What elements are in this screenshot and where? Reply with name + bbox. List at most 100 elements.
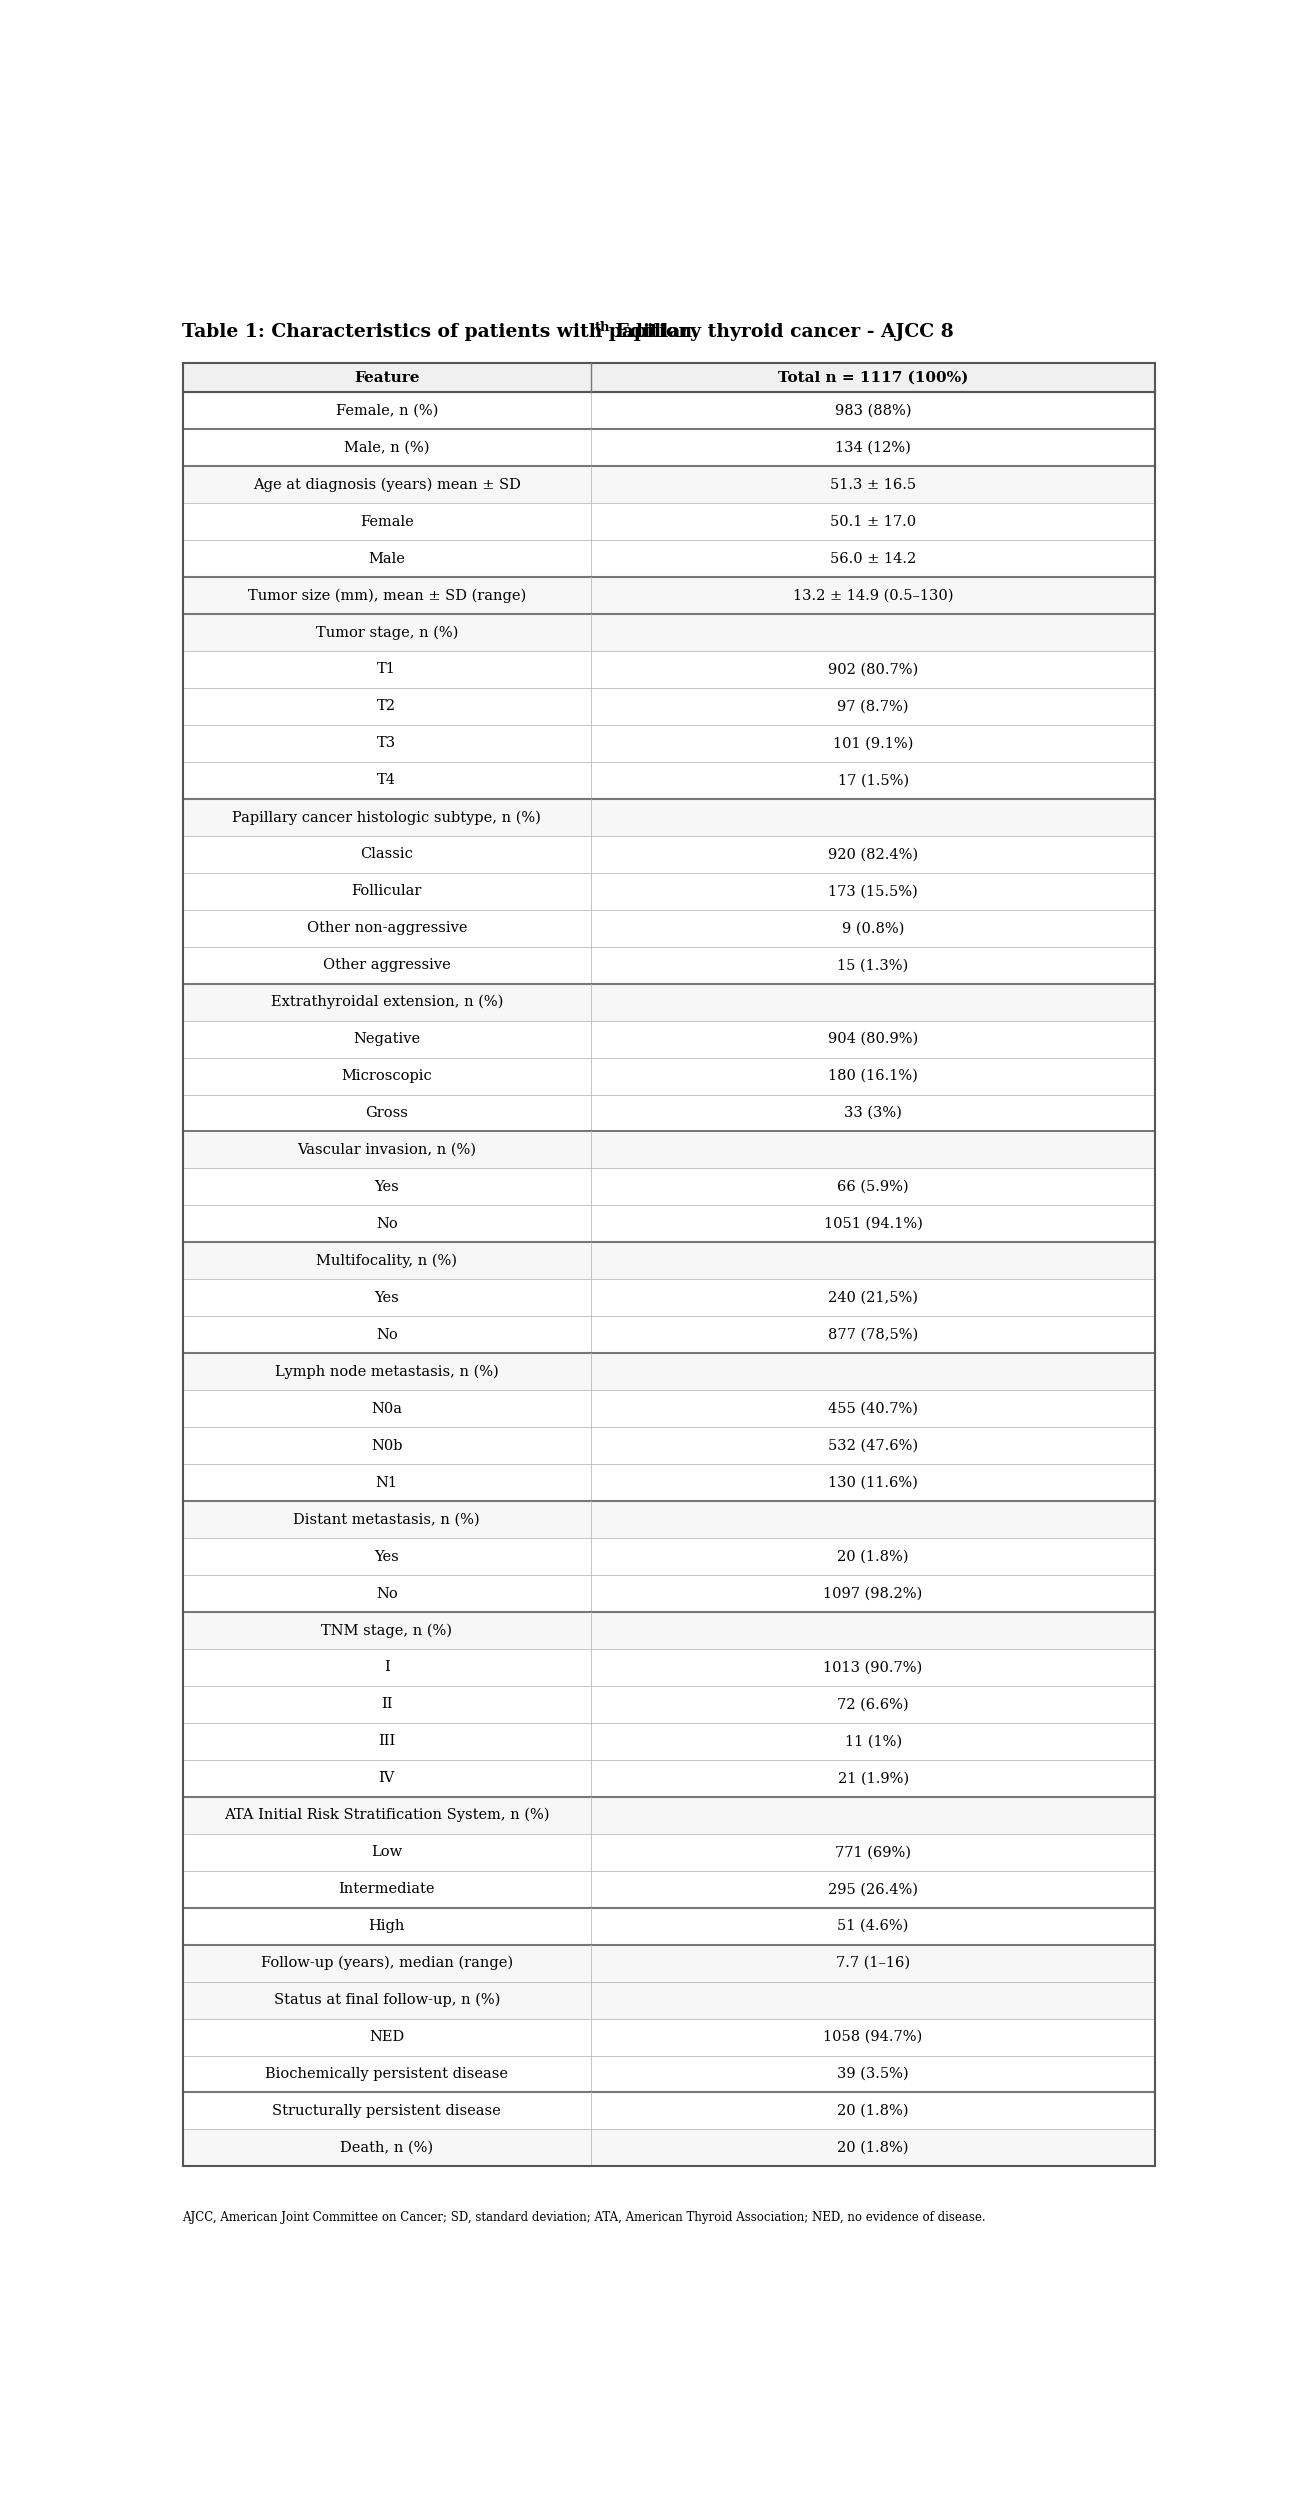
Bar [183, 1944, 1155, 1982]
Bar [183, 2130, 1155, 2165]
Text: 295 (26.4%): 295 (26.4%) [829, 1881, 917, 1897]
Text: 51 (4.6%): 51 (4.6%) [838, 1919, 908, 1934]
Text: Low: Low [371, 1846, 402, 1859]
Bar [183, 1796, 1155, 1834]
Bar [183, 1464, 1155, 1502]
Bar [183, 651, 1155, 688]
Text: Lymph node metastasis, n (%): Lymph node metastasis, n (%) [275, 1364, 499, 1379]
Bar [183, 392, 1155, 430]
Text: 771 (69%): 771 (69%) [835, 1846, 911, 1859]
Bar [183, 540, 1155, 578]
Text: 240 (21,5%): 240 (21,5%) [829, 1291, 917, 1304]
Text: Structurally persistent disease: Structurally persistent disease [273, 2105, 501, 2118]
Text: Intermediate: Intermediate [338, 1881, 435, 1897]
Text: Female, n (%): Female, n (%) [335, 404, 438, 417]
Text: 72 (6.6%): 72 (6.6%) [838, 1698, 908, 1711]
Text: 20 (1.8%): 20 (1.8%) [838, 2105, 908, 2118]
Bar [183, 1020, 1155, 1058]
Text: No: No [376, 1216, 398, 1231]
Text: AJCC, American Joint Committee on Cancer; SD, standard deviation; ATA, American : AJCC, American Joint Committee on Cancer… [183, 2211, 987, 2223]
Text: 455 (40.7%): 455 (40.7%) [829, 1402, 917, 1417]
Text: NED: NED [369, 2030, 405, 2045]
Text: ATA Initial Risk Stratification System, n (%): ATA Initial Risk Stratification System, … [224, 1809, 549, 1821]
Text: T4: T4 [377, 774, 397, 786]
Text: 1058 (94.7%): 1058 (94.7%) [823, 2030, 923, 2045]
Bar [183, 1575, 1155, 1613]
Bar [183, 688, 1155, 726]
Bar [183, 836, 1155, 872]
Text: 50.1 ± 17.0: 50.1 ± 17.0 [830, 515, 916, 528]
Text: Tumor size (mm), mean ± SD (range): Tumor size (mm), mean ± SD (range) [248, 588, 526, 603]
Bar [183, 578, 1155, 613]
Bar [183, 1206, 1155, 1243]
Text: Yes: Yes [375, 1181, 399, 1193]
Bar [183, 909, 1155, 947]
Bar [183, 1723, 1155, 1761]
Text: 21 (1.9%): 21 (1.9%) [838, 1771, 908, 1786]
Text: Yes: Yes [375, 1550, 399, 1562]
Text: Distant metastasis, n (%): Distant metastasis, n (%) [294, 1512, 480, 1527]
Text: Vascular invasion, n (%): Vascular invasion, n (%) [298, 1143, 476, 1158]
Text: Multifocality, n (%): Multifocality, n (%) [316, 1253, 457, 1269]
Text: Female: Female [360, 515, 414, 528]
Text: 20 (1.8%): 20 (1.8%) [838, 1550, 908, 1562]
Text: Table 1: Characteristics of patients with papillary thyroid cancer - AJCC 8: Table 1: Characteristics of patients wit… [183, 324, 954, 342]
Text: Other aggressive: Other aggressive [322, 957, 450, 972]
Text: Papillary cancer histologic subtype, n (%): Papillary cancer histologic subtype, n (… [232, 811, 542, 824]
Bar [183, 761, 1155, 799]
Text: High: High [368, 1919, 405, 1934]
Bar [183, 1761, 1155, 1796]
Text: Gross: Gross [365, 1105, 408, 1120]
Text: 13.2 ± 14.9 (0.5–130): 13.2 ± 14.9 (0.5–130) [793, 588, 954, 603]
Text: T3: T3 [377, 736, 397, 751]
Text: Yes: Yes [375, 1291, 399, 1304]
Text: N0a: N0a [371, 1402, 402, 1417]
Text: IV: IV [378, 1771, 395, 1786]
Text: Extrathyroidal extension, n (%): Extrathyroidal extension, n (%) [270, 995, 502, 1010]
Text: N0b: N0b [371, 1439, 402, 1452]
Text: Male: Male [368, 553, 405, 565]
Text: 983 (88%): 983 (88%) [835, 404, 911, 417]
Bar [183, 2020, 1155, 2055]
Text: 1013 (90.7%): 1013 (90.7%) [823, 1660, 923, 1676]
Bar [183, 872, 1155, 909]
Text: T2: T2 [377, 698, 397, 713]
Text: 877 (78,5%): 877 (78,5%) [827, 1329, 919, 1341]
Bar [183, 430, 1155, 467]
Text: Total n = 1117 (100%): Total n = 1117 (100%) [778, 372, 968, 384]
Bar [183, 1168, 1155, 1206]
Bar [183, 726, 1155, 761]
Bar [183, 1389, 1155, 1427]
Bar [183, 1613, 1155, 1648]
Bar [183, 1871, 1155, 1907]
Text: 97 (8.7%): 97 (8.7%) [838, 698, 908, 713]
Text: 9 (0.8%): 9 (0.8%) [842, 922, 904, 934]
Text: 11 (1%): 11 (1%) [844, 1733, 902, 1748]
Text: 902 (80.7%): 902 (80.7%) [827, 663, 919, 676]
Text: Negative: Negative [354, 1032, 420, 1045]
Text: 920 (82.4%): 920 (82.4%) [827, 847, 919, 862]
Bar [183, 947, 1155, 985]
Text: 1051 (94.1%): 1051 (94.1%) [823, 1216, 923, 1231]
Text: Microscopic: Microscopic [342, 1070, 432, 1083]
Text: 17 (1.5%): 17 (1.5%) [838, 774, 908, 786]
Text: 56.0 ± 14.2: 56.0 ± 14.2 [830, 553, 916, 565]
Text: 20 (1.8%): 20 (1.8%) [838, 2140, 908, 2155]
Text: 173 (15.5%): 173 (15.5%) [829, 884, 917, 899]
Text: No: No [376, 1588, 398, 1600]
Bar [183, 1834, 1155, 1871]
Bar [183, 2055, 1155, 2092]
Text: 7.7 (1–16): 7.7 (1–16) [837, 1957, 910, 1969]
Text: 134 (12%): 134 (12%) [835, 440, 911, 455]
Text: II: II [381, 1698, 393, 1711]
Text: Classic: Classic [360, 847, 414, 862]
Text: Tumor stage, n (%): Tumor stage, n (%) [316, 625, 458, 641]
Bar [183, 1095, 1155, 1130]
Text: Biochemically persistent disease: Biochemically persistent disease [265, 2067, 508, 2080]
Text: 15 (1.3%): 15 (1.3%) [838, 957, 908, 972]
Bar [183, 985, 1155, 1020]
Bar [183, 613, 1155, 651]
Text: 66 (5.9%): 66 (5.9%) [838, 1181, 908, 1193]
Text: Age at diagnosis (years) mean ± SD: Age at diagnosis (years) mean ± SD [253, 477, 521, 492]
Text: 1097 (98.2%): 1097 (98.2%) [823, 1588, 923, 1600]
